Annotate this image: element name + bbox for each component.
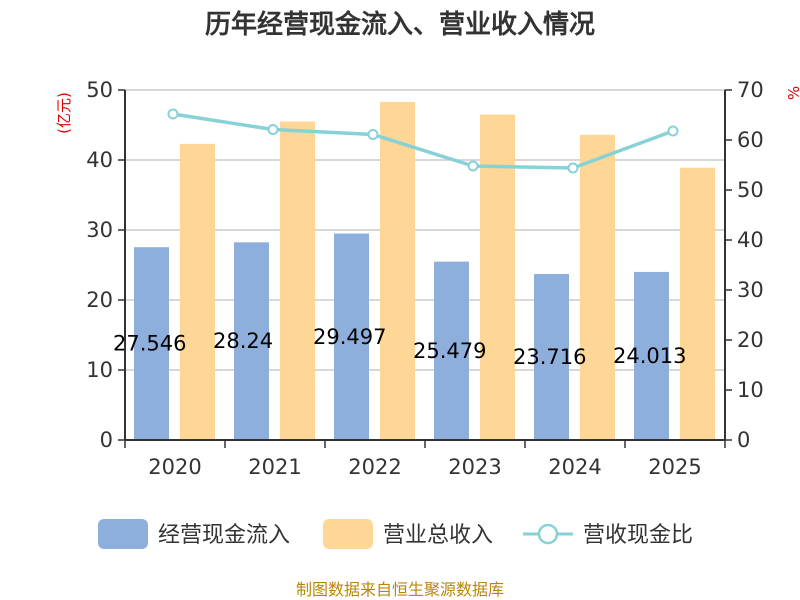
left-tick-label: 10 — [86, 358, 113, 382]
right-tick-label: 10 — [737, 378, 764, 402]
right-tick-label: 20 — [737, 328, 764, 352]
right-tick-label: 50 — [737, 178, 764, 202]
data-label: 25.479 — [413, 339, 486, 363]
right-tick-label: 0 — [737, 428, 750, 452]
data-label: 29.497 — [313, 325, 386, 349]
right-tick-label: 40 — [737, 228, 764, 252]
bar-cash-inflow — [134, 247, 169, 440]
chart-title: 历年经营现金流入、营业收入情况 — [205, 9, 595, 40]
right-tick-label: 70 — [737, 78, 764, 102]
point-ratio — [367, 129, 379, 140]
bar-cash-inflow — [434, 261, 469, 440]
bar-total-revenue — [680, 167, 715, 440]
legend-label-cash-inflow: 经营现金流入 — [158, 523, 290, 548]
x-tick-label: 2025 — [648, 455, 701, 479]
bar-cash-inflow — [534, 273, 569, 440]
legend-marker-ratio — [537, 523, 559, 545]
legend: 经营现金流入 营业总收入 营收现金比 — [98, 519, 693, 549]
x-tick-label: 2024 — [548, 455, 601, 479]
point-ratio — [267, 124, 279, 135]
legend-label-ratio: 营收现金比 — [583, 523, 693, 548]
left-tick-label: 30 — [86, 218, 113, 242]
legend-swatch-total-revenue — [323, 519, 373, 549]
bar-total-revenue — [380, 101, 415, 441]
left-axis-ticks: 0 10 20 30 40 50 — [86, 78, 125, 452]
data-label: 28.24 — [213, 329, 273, 353]
bar-cash-inflow — [334, 233, 369, 440]
left-axis-label: (亿元) — [55, 92, 73, 134]
legend-label-total-revenue: 营业总收入 — [383, 523, 493, 548]
bar-cash-inflow — [634, 271, 669, 440]
point-ratio — [467, 160, 479, 172]
ratio-line — [167, 108, 679, 174]
left-tick-label: 0 — [100, 428, 113, 452]
legend-swatch-cash-inflow — [98, 519, 148, 549]
data-label: 23.716 — [513, 345, 586, 369]
right-axis-label: % — [785, 86, 800, 100]
point-ratio — [167, 108, 179, 120]
left-tick-label: 50 — [86, 78, 113, 102]
point-ratio — [567, 162, 579, 174]
bars — [134, 101, 715, 441]
x-tick-label: 2020 — [148, 455, 201, 479]
left-tick-label: 40 — [86, 148, 113, 172]
source-note: 制图数据来自恒生聚源数据库 — [296, 580, 504, 599]
x-tick-label: 2021 — [248, 455, 301, 479]
x-tick-label: 2022 — [348, 455, 401, 479]
x-axis-ticks: 2020 2021 2022 2023 2024 2025 — [124, 440, 726, 479]
right-axis-ticks: 0 10 20 30 40 50 60 70 — [725, 78, 764, 452]
point-ratio — [667, 125, 679, 137]
gridlines — [125, 89, 725, 371]
bar-cash-inflow — [234, 242, 269, 440]
bar-total-revenue — [280, 121, 315, 440]
bar-total-revenue — [580, 134, 615, 441]
bar-total-revenue — [180, 143, 215, 440]
right-tick-label: 30 — [737, 278, 764, 302]
data-label: 24.013 — [613, 344, 686, 368]
right-tick-label: 60 — [737, 128, 764, 152]
x-tick-label: 2023 — [448, 455, 501, 479]
left-tick-label: 20 — [86, 288, 113, 312]
bar-total-revenue — [480, 114, 515, 440]
line-ratio — [172, 112, 674, 170]
